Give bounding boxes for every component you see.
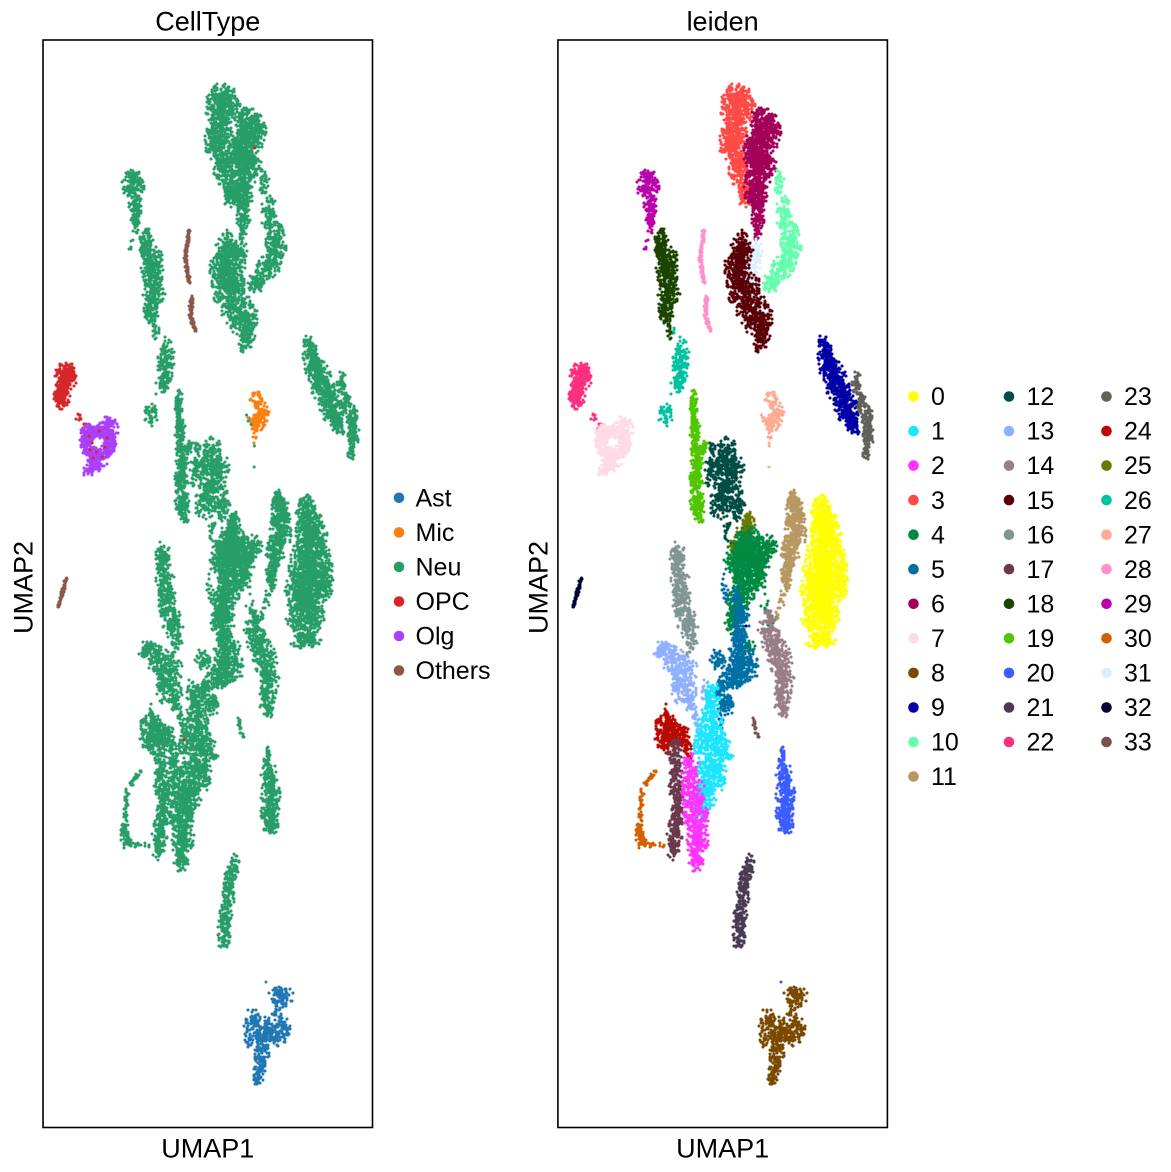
svg-text:28: 28	[1124, 556, 1152, 584]
svg-text:10: 10	[931, 729, 959, 757]
svg-text:16: 16	[1027, 521, 1055, 549]
svg-text:7: 7	[931, 625, 945, 653]
svg-text:24: 24	[1124, 418, 1152, 446]
svg-text:9: 9	[931, 694, 945, 722]
svg-text:8: 8	[931, 660, 945, 688]
svg-text:30: 30	[1124, 625, 1152, 653]
svg-text:13: 13	[1027, 418, 1055, 446]
svg-text:26: 26	[1124, 487, 1152, 515]
svg-text:23: 23	[1124, 383, 1152, 411]
svg-text:UMAP2: UMAP2	[524, 541, 554, 634]
svg-text:5: 5	[931, 556, 945, 584]
svg-text:33: 33	[1124, 729, 1152, 757]
svg-text:UMAP1: UMAP1	[676, 1134, 769, 1164]
svg-text:leiden: leiden	[687, 7, 759, 37]
svg-text:UMAP2: UMAP2	[9, 541, 39, 634]
svg-text:CellType: CellType	[155, 7, 260, 37]
svg-text:25: 25	[1124, 452, 1152, 480]
svg-text:20: 20	[1027, 660, 1055, 688]
svg-text:14: 14	[1027, 452, 1055, 480]
svg-text:1: 1	[931, 418, 945, 446]
svg-text:29: 29	[1124, 590, 1152, 618]
svg-text:32: 32	[1124, 694, 1152, 722]
svg-text:Others: Others	[416, 657, 491, 685]
svg-text:Ast: Ast	[416, 484, 452, 512]
svg-text:18: 18	[1027, 590, 1055, 618]
svg-text:11: 11	[931, 763, 957, 791]
svg-text:Olg: Olg	[416, 623, 455, 651]
svg-text:31: 31	[1124, 660, 1152, 688]
svg-text:12: 12	[1027, 383, 1055, 411]
svg-text:17: 17	[1027, 556, 1055, 584]
svg-text:6: 6	[931, 590, 945, 618]
svg-text:4: 4	[931, 521, 945, 549]
svg-text:22: 22	[1027, 729, 1055, 757]
svg-text:19: 19	[1027, 625, 1055, 653]
svg-text:Neu: Neu	[416, 554, 462, 582]
svg-text:15: 15	[1027, 487, 1055, 515]
svg-text:21: 21	[1027, 694, 1055, 722]
svg-text:3: 3	[931, 487, 945, 515]
svg-text:Mic: Mic	[416, 519, 455, 547]
svg-text:OPC: OPC	[416, 588, 470, 616]
svg-text:2: 2	[931, 452, 945, 480]
svg-text:UMAP1: UMAP1	[161, 1134, 254, 1164]
svg-text:0: 0	[931, 383, 945, 411]
svg-text:27: 27	[1124, 521, 1152, 549]
